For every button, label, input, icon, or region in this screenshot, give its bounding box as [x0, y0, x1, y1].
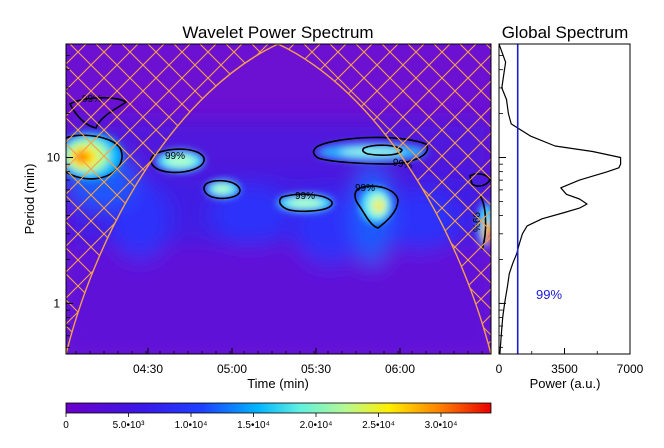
hotspot-6-core	[340, 147, 404, 157]
global-spectrum-line	[499, 44, 622, 354]
gs-x-ticks: 0 3500 7000	[496, 348, 644, 376]
contour-label-4: 99%	[355, 183, 375, 194]
wps-frame	[65, 43, 492, 355]
wps-y-tick-label: 10	[47, 151, 61, 165]
wps-blob-c	[295, 195, 365, 265]
contour-label-2: 99%	[165, 151, 185, 162]
wps-plot: 99% 99% 99% 99% 99% 99%	[66, 44, 491, 354]
wps-x-tick-label: 05:00	[217, 362, 247, 376]
coi-edge	[66, 44, 491, 354]
colorbar-tick-label: 1.0•10⁴	[175, 420, 208, 431]
gs-plot	[499, 44, 622, 354]
wps-y-tick-label: 1	[53, 296, 60, 310]
hotspot-5-core	[374, 200, 384, 212]
gs-x-tick-label: 0	[496, 362, 503, 376]
wps-x-tick-label: 06:00	[385, 362, 415, 376]
contour-2	[150, 148, 205, 174]
contour-3	[203, 179, 241, 200]
wps-band-low	[66, 250, 491, 354]
wps-xlabel: Time (min)	[247, 376, 309, 391]
colorbar-tick-label: 0	[63, 420, 69, 431]
contour-6-inner	[362, 144, 403, 156]
gs-frame	[498, 43, 631, 355]
wps-ylabel: Period (min)	[22, 164, 37, 235]
hotspot-2-core	[165, 155, 195, 167]
colorbar-tick-label: 2.5•10⁴	[362, 420, 395, 431]
contour-label-3: 99%	[295, 191, 315, 202]
wps-y-ticks: 1 10	[47, 55, 506, 348]
contour-4	[278, 193, 333, 213]
wps-x-tick-label: 04:30	[133, 362, 163, 376]
gs-xlabel: Power (a.u.)	[530, 376, 601, 391]
hotspot-4-core	[287, 198, 323, 208]
cone-of-influence	[66, 44, 491, 354]
gs-x-tick-label: 7000	[617, 362, 644, 376]
contour-6	[312, 136, 429, 165]
colorbar-tick-label: 5.0•10³	[113, 420, 146, 431]
wps-blob-b	[210, 185, 290, 245]
colorbar-tick-label: 2.0•10⁴	[300, 420, 333, 431]
wps-x-tick-label: 05:30	[301, 362, 331, 376]
wps-x-ticks: 04:30 05:00 05:30 06:00	[75, 348, 483, 376]
colorbar-tick-label: 3.0•10⁴	[425, 420, 458, 431]
gs-x-tick-label: 3500	[551, 362, 578, 376]
colorbar-tick-label: 1.5•10⁴	[237, 420, 270, 431]
wps-title: Wavelet Power Spectrum	[182, 23, 373, 42]
gs-significance-label: 99%	[536, 287, 562, 302]
hotspot-3-core	[212, 184, 232, 194]
gs-title: Global Spectrum	[502, 23, 629, 42]
colorbar-ticks: 0 5.0•10³ 1.0•10⁴ 1.5•10⁴ 2.0•10⁴ 2.5•10⁴ 3.0•…	[63, 413, 457, 431]
colorbar	[65, 402, 492, 414]
contour-5	[354, 185, 399, 229]
